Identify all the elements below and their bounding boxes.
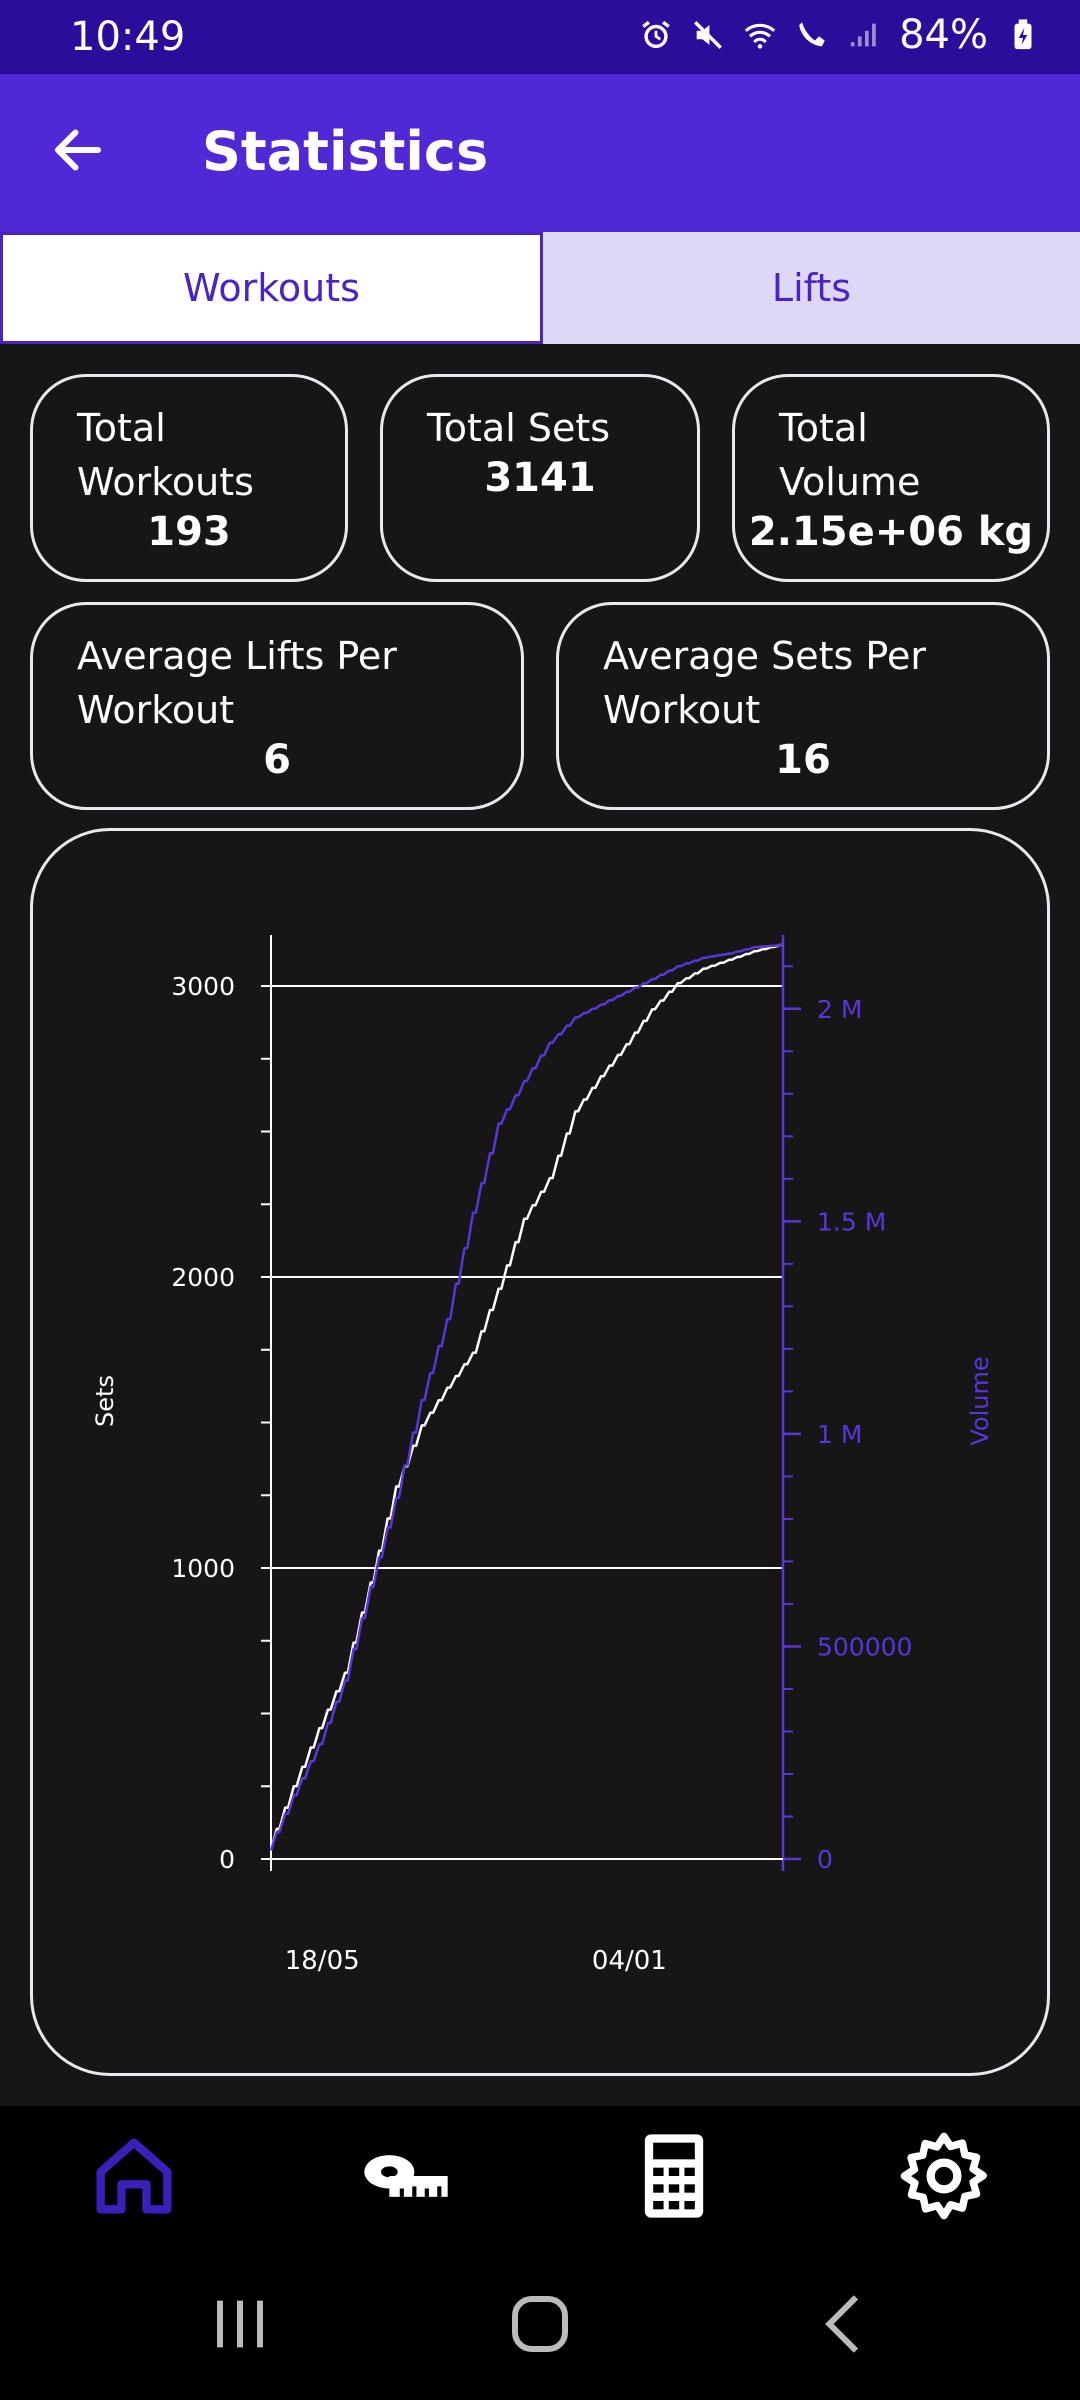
total-workouts-value: 193 [147,509,231,555]
y-left-tick-label: 2000 [171,1263,235,1292]
series-line-volume [269,943,783,1851]
sets-volume-chart: 0 1000 2000 3000 0 500000 1 M 1.5 M 2 M 18/05 04… [91,935,994,1976]
chart-card: 0 1000 2000 3000 0 500000 1 M 1.5 M 2 M 18/05 04… [30,828,1050,2076]
tab-workouts[interactable]: Workouts [0,232,543,344]
gear-icon[interactable] [894,2126,994,2226]
total-sets-value: 3141 [484,455,596,501]
average-sets-value: 16 [775,737,831,783]
y-right-tick-label: 500000 [817,1632,912,1661]
system-navigation-bar [0,2244,1080,2400]
y-left-tick-label: 0 [219,1845,235,1874]
status-bar: 10:49 84% [0,0,1080,74]
page-title: Statistics [202,120,489,183]
y-axis-label-sets: Sets [91,1375,119,1427]
y-left-tick-label: 1000 [171,1554,235,1583]
total-sets-card: Total Sets 3141 [380,374,700,582]
y-right-tick-label: 1.5 M [817,1207,886,1236]
y-right-tick-label: 0 [817,1845,833,1874]
status-icons: 84% [639,12,1040,58]
x-tick-label: 04/01 [592,1946,667,1976]
tab-lifts[interactable]: Lifts [543,232,1080,344]
y-right-tick-label: 2 M [817,995,862,1024]
calculator-icon[interactable] [624,2126,724,2226]
status-time: 10:49 [70,14,186,60]
average-lifts-card: Average Lifts Per Workout 6 [30,602,524,810]
signal-icon [850,23,876,47]
app-bar: Statistics [0,74,1080,232]
total-volume-card: Total Volume 2.15e+06 kg [732,374,1050,582]
wifi-icon [744,23,776,49]
home-icon[interactable] [84,2126,184,2226]
average-lifts-value: 6 [263,737,291,783]
x-tick-label: 18/05 [285,1946,360,1976]
y-right-tick-label: 1 M [817,1420,862,1449]
back-arrow-icon[interactable] [48,120,108,180]
recent-apps-icon[interactable] [200,2284,280,2364]
battery-charging-icon [1014,19,1032,50]
back-button-icon[interactable] [806,2284,886,2364]
total-volume-value: 2.15e+06 kg [748,509,1034,555]
total-workouts-label: Total Workouts [77,406,254,504]
total-volume-label: Total Volume [779,406,921,504]
y-axis-label-volume: Volume [966,1356,994,1445]
mute-icon [694,21,723,49]
average-sets-label: Average Sets Per Workout [603,634,926,732]
average-sets-card: Average Sets Per Workout 16 [556,602,1050,810]
bottom-navigation [0,2106,1080,2244]
average-lifts-label: Average Lifts Per Workout [77,634,397,732]
battery-percent: 84% [899,12,988,58]
home-button-icon[interactable] [500,2284,580,2364]
y-left-tick-label: 3000 [171,972,235,1001]
tab-bar: Workouts Lifts [0,232,1080,344]
total-sets-label: Total Sets [427,406,611,450]
alarm-icon [642,20,670,49]
total-workouts-card: Total Workouts 193 [30,374,348,582]
wifi-call-icon [799,22,825,47]
measuring-tape-icon[interactable] [356,2126,456,2226]
